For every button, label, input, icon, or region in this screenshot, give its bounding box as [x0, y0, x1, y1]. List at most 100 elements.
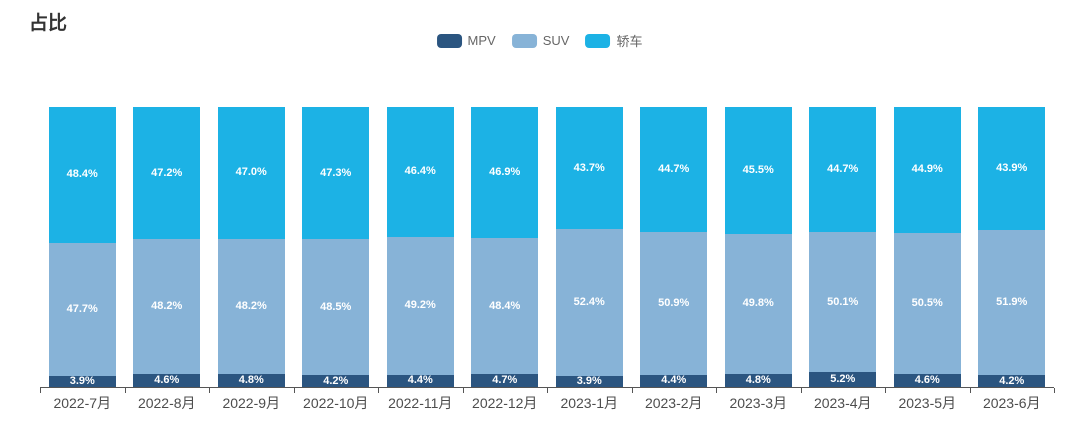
stacked-bar-2023-6月: 4.2% 51.9% 43.9%	[978, 107, 1046, 387]
stacked-bar-2022-11月: 4.4% 49.2% 46.4%	[386, 107, 454, 387]
x-axis-label: 2023-1月	[560, 395, 619, 411]
segment-value-label: 46.4%	[404, 165, 436, 178]
bar-segment-SUV[interactable]: 47.7%	[48, 242, 116, 377]
segment-value-label: 44.7%	[827, 163, 859, 176]
bar-segment-SUV[interactable]: 49.2%	[386, 236, 454, 375]
segment-value-label: 4.2%	[323, 374, 349, 387]
segment-value-label: 48.5%	[320, 300, 352, 313]
bar-segment-MPV[interactable]: 4.4%	[640, 374, 708, 387]
segment-value-label: 50.1%	[827, 295, 859, 308]
bar-segment-SUV[interactable]: 51.9%	[978, 229, 1046, 376]
legend-marker-MPV	[436, 33, 462, 48]
bar-band: 4.2% 48.5% 47.3%	[294, 107, 379, 387]
bar-segment-SUV[interactable]: 52.4%	[555, 229, 623, 377]
stacked-bar-2022-7月: 3.9% 47.7% 48.4%	[48, 107, 116, 388]
segment-value-label: 50.9%	[658, 296, 690, 309]
bar-band: 4.6% 50.5% 44.9%	[885, 107, 970, 387]
bar-band: 3.9% 47.7% 48.4%	[40, 107, 125, 387]
x-axis-label: 2022-8月	[137, 395, 196, 411]
bar-segment-轿车[interactable]: 43.9%	[978, 107, 1046, 230]
segment-value-label: 5.2%	[830, 373, 856, 386]
segment-value-label: 3.9%	[69, 375, 95, 388]
bar-segment-轿车[interactable]: 43.7%	[555, 107, 623, 230]
bar-segment-SUV[interactable]: 50.5%	[893, 232, 961, 375]
stacked-bar-2022-9月: 4.8% 48.2% 47.0%	[217, 107, 285, 387]
x-axis-tick	[1054, 388, 1055, 393]
bar-segment-轿车[interactable]: 44.9%	[893, 107, 961, 233]
segment-value-label: 47.2%	[151, 166, 183, 179]
bar-segment-SUV[interactable]: 50.9%	[640, 232, 708, 375]
bar-segment-MPV[interactable]: 4.8%	[217, 373, 285, 387]
segment-value-label: 48.4%	[489, 299, 521, 312]
x-axis-label: 2023-5月	[898, 395, 957, 411]
bar-segment-轿车[interactable]: 48.4%	[48, 107, 116, 243]
bar-segment-SUV[interactable]: 49.8%	[724, 234, 792, 374]
x-axis-tick	[800, 388, 802, 393]
bar-segment-MPV[interactable]: 4.2%	[302, 374, 370, 387]
segment-value-label: 47.3%	[320, 166, 352, 179]
bar-segment-MPV[interactable]: 4.2%	[978, 374, 1046, 387]
bar-segment-轿车[interactable]: 47.3%	[302, 107, 370, 240]
bar-segment-MPV[interactable]: 5.2%	[809, 372, 877, 387]
legend-item-SUV[interactable]: SUV	[511, 33, 569, 48]
bar-segment-SUV[interactable]: 48.4%	[471, 238, 539, 374]
x-axis-tick	[631, 388, 633, 393]
x-axis-tick	[293, 388, 295, 393]
x-axis-label: 2023-3月	[729, 395, 788, 411]
x-axis-label: 2022-9月	[222, 395, 281, 411]
stacked-bar-2023-2月: 4.4% 50.9% 44.7%	[640, 107, 708, 387]
bar-segment-轿车[interactable]: 45.5%	[724, 107, 792, 235]
bar-segment-SUV[interactable]: 48.2%	[217, 238, 285, 374]
x-axis-label: 2023-2月	[644, 395, 703, 411]
bar-band: 5.2% 50.1% 44.7%	[801, 107, 886, 387]
bar-segment-SUV[interactable]: 50.1%	[809, 232, 877, 373]
x-axis-labels: 2022-7月 2022-8月 2022-9月 2022-10月 2022-11月 202…	[40, 393, 1054, 413]
bar-segment-轿车[interactable]: 46.9%	[471, 107, 539, 239]
bar-segment-轿车[interactable]: 44.7%	[640, 107, 708, 233]
segment-value-label: 48.4%	[66, 168, 98, 181]
segment-value-label: 43.9%	[996, 161, 1028, 174]
x-axis-label: 2022-10月	[303, 395, 369, 411]
bar-band: 4.8% 49.8% 45.5%	[716, 107, 801, 387]
segment-value-label: 44.7%	[658, 163, 690, 176]
bar-segment-MPV[interactable]: 4.4%	[386, 374, 454, 387]
segment-value-label: 4.4%	[661, 374, 687, 387]
legend-item-轿车[interactable]: 轿车	[585, 31, 642, 50]
segment-value-label: 44.9%	[911, 163, 943, 176]
stacked-bar-2023-4月: 5.2% 50.1% 44.7%	[809, 107, 877, 387]
segment-value-label: 4.8%	[238, 373, 264, 386]
segment-value-label: 49.2%	[404, 299, 436, 312]
bar-band: 4.4% 49.2% 46.4%	[378, 107, 463, 387]
x-axis-tick	[462, 388, 464, 393]
bar-segment-SUV[interactable]: 48.2%	[133, 239, 201, 375]
bar-segment-MPV[interactable]: 3.9%	[48, 375, 116, 388]
bar-segment-MPV[interactable]: 3.9%	[555, 376, 623, 387]
bar-band: 4.4% 50.9% 44.7%	[632, 107, 717, 387]
segment-value-label: 49.8%	[742, 297, 774, 310]
bar-segment-MPV[interactable]: 4.7%	[471, 373, 539, 387]
stacked-bar-2023-5月: 4.6% 50.5% 44.9%	[893, 107, 961, 387]
x-axis-tick	[969, 388, 971, 393]
x-axis-tick	[209, 388, 210, 393]
bar-segment-轿车[interactable]: 47.0%	[217, 107, 285, 239]
segment-value-label: 48.2%	[151, 300, 183, 313]
bar-segment-SUV[interactable]: 48.5%	[302, 239, 370, 376]
bar-segment-轿车[interactable]: 47.2%	[133, 107, 201, 240]
segment-value-label: 48.2%	[235, 299, 267, 312]
bar-segment-MPV[interactable]: 4.8%	[724, 373, 792, 387]
segment-value-label: 51.9%	[996, 296, 1028, 309]
x-axis-tick	[716, 388, 717, 393]
legend-item-MPV[interactable]: MPV	[436, 33, 496, 48]
segment-value-label: 4.2%	[999, 374, 1025, 387]
segment-value-label: 4.8%	[745, 373, 771, 386]
segment-value-label: 52.4%	[573, 296, 605, 309]
stacked-bar-2022-10月: 4.2% 48.5% 47.3%	[302, 107, 370, 387]
bar-segment-MPV[interactable]: 4.6%	[893, 374, 961, 387]
bar-band: 3.9% 52.4% 43.7%	[547, 107, 632, 387]
bar-segment-轿车[interactable]: 44.7%	[809, 107, 877, 233]
bar-segment-MPV[interactable]: 4.6%	[133, 374, 201, 387]
legend-label: 轿车	[616, 34, 643, 49]
legend-label: MPV	[467, 33, 496, 48]
bar-segment-轿车[interactable]: 46.4%	[386, 107, 454, 237]
